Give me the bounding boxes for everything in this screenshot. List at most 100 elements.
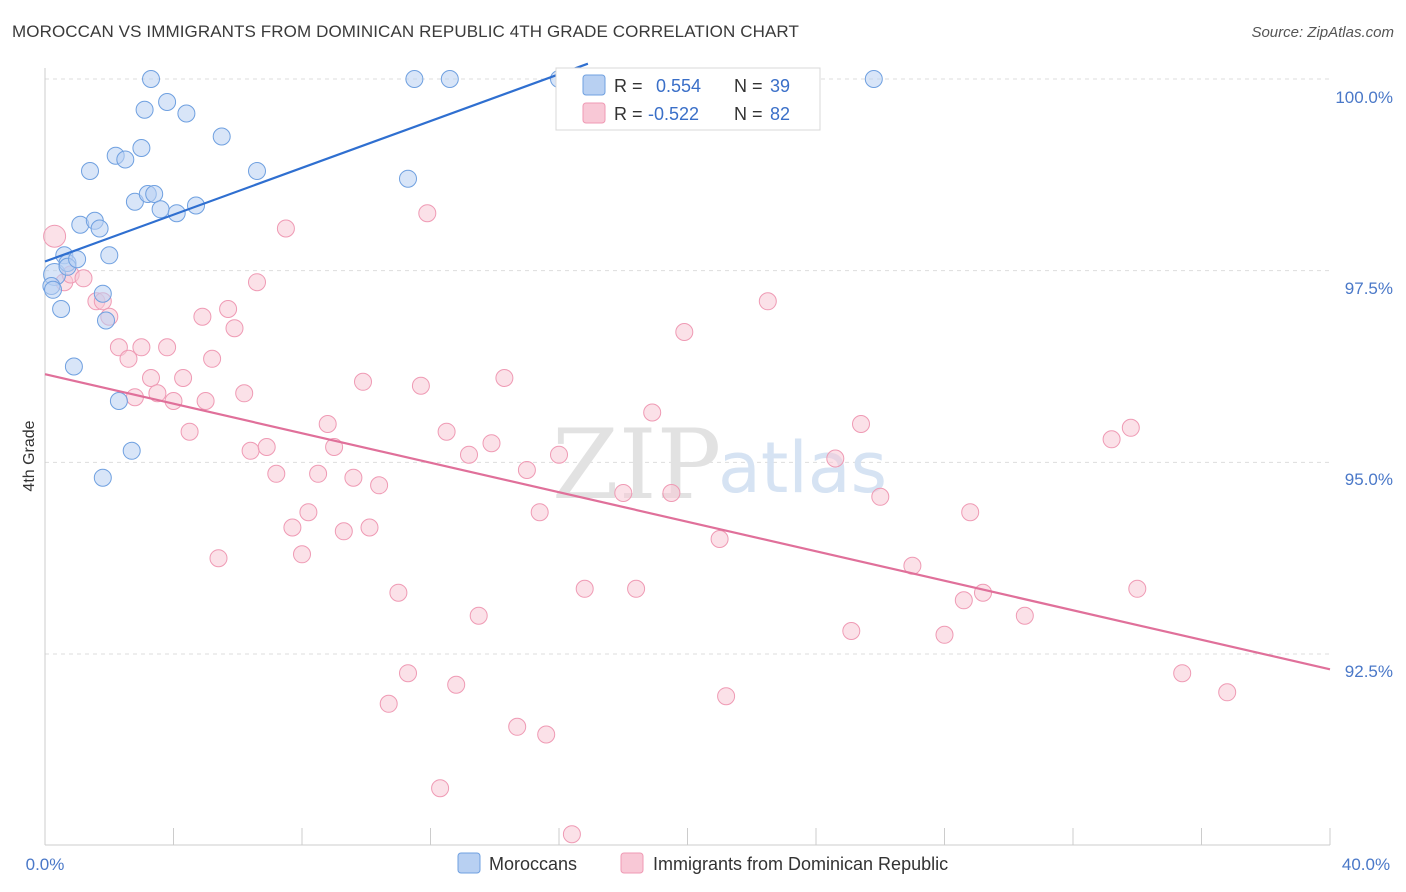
y-tick-label-95: 95.0%: [1345, 470, 1393, 489]
watermark-atlas: atlas: [718, 427, 887, 509]
point-dominican-68: [842, 622, 861, 640]
point-dominican-48: [460, 445, 478, 464]
point-dominican-17: [193, 307, 212, 326]
point-dominican-38: [360, 518, 379, 537]
point-moroccans-22: [135, 100, 154, 119]
point-dominican-78: [1121, 418, 1140, 437]
watermark-zip: ZIP: [552, 409, 721, 521]
point-moroccans-25: [145, 185, 164, 203]
point-dominican-22: [225, 319, 244, 338]
point-dominican-54: [530, 503, 549, 522]
stats-n-value-dominican: 82: [770, 104, 790, 124]
point-moroccans-34: [399, 169, 417, 188]
point-moroccans-2: [44, 280, 62, 299]
x-axis-ticks: [44, 828, 1331, 845]
point-dominican-61: [643, 403, 662, 422]
point-dominican-67: [826, 449, 845, 468]
y-axis-title: 4th Grade: [21, 420, 38, 491]
point-dominican-76: [1015, 606, 1034, 625]
point-moroccans-15: [100, 246, 119, 265]
point-dominican-11: [142, 369, 160, 387]
point-dominican-49: [469, 606, 488, 625]
point-moroccans-10: [81, 162, 99, 180]
point-dominican-70: [871, 487, 890, 506]
point-dominican-20: [209, 549, 228, 568]
trendlines: [44, 62, 1331, 671]
point-dominican-58: [575, 579, 594, 598]
point-dominican-79: [1128, 579, 1147, 598]
point-moroccans-17: [109, 392, 128, 410]
stats-r-label-moroccans: R =: [614, 76, 643, 96]
point-dominican-77: [1102, 430, 1121, 449]
point-dominican-16: [180, 422, 199, 441]
point-dominican-55: [537, 725, 556, 744]
point-moroccans-36: [440, 70, 459, 88]
point-dominican-24: [241, 441, 260, 460]
point-dominican-41: [389, 583, 408, 602]
stats-swatch-moroccans: [582, 74, 606, 96]
point-dominican-43: [411, 376, 430, 395]
point-dominican-42: [399, 664, 417, 683]
point-dominican-36: [344, 468, 363, 487]
point-dominican-72: [935, 625, 954, 644]
point-dominican-81: [1218, 683, 1237, 702]
stats-r-label-dominican: R =: [614, 104, 643, 124]
point-dominican-26: [257, 438, 276, 456]
point-moroccans-14: [97, 311, 115, 330]
point-dominican-7: [109, 338, 128, 357]
point-dominican-80: [1173, 664, 1192, 683]
point-dominican-60: [627, 579, 646, 598]
point-dominican-52: [508, 717, 527, 736]
point-dominican-39: [370, 476, 389, 495]
point-dominican-75: [974, 583, 992, 602]
point-dominican-23: [235, 384, 254, 403]
point-dominican-21: [219, 300, 238, 318]
legend-label-moroccans: Moroccans: [489, 854, 577, 874]
point-dominican-66: [758, 292, 777, 311]
point-moroccans-32: [248, 162, 266, 180]
point-dominican-74: [961, 503, 980, 522]
point-dominican-64: [710, 530, 729, 548]
x-tick-label-max: 40.0%: [1342, 855, 1390, 874]
point-moroccans-3: [52, 300, 71, 318]
point-dominican-19: [203, 349, 222, 368]
point-dominican-32: [309, 464, 328, 483]
point-dominican-8: [119, 349, 138, 368]
point-moroccans-29: [177, 104, 196, 123]
legend-swatch-moroccans: [457, 852, 481, 874]
point-dominican-10: [132, 338, 151, 357]
point-dominican-25: [248, 273, 266, 292]
y-tick-label-97-5: 97.5%: [1345, 279, 1393, 298]
stats-r-value-moroccans: 0.554: [656, 76, 701, 96]
point-dominican-46: [437, 422, 456, 441]
y-axis: 100.0% 97.5% 95.0% 92.5% 4th Grade: [21, 68, 1393, 845]
point-dominican-33: [318, 415, 337, 433]
point-dominican-65: [717, 687, 736, 706]
point-moroccans-35: [405, 70, 424, 88]
source-credit: Source: ZipAtlas.com: [1251, 24, 1394, 41]
point-moroccans-8: [68, 250, 87, 269]
point-dominican-35: [334, 522, 353, 541]
point-dominican-13: [158, 338, 177, 357]
point-dominican-29: [283, 518, 302, 537]
watermark: ZIP atlas: [552, 409, 887, 521]
legend: Moroccans Immigrants from Dominican Repu…: [457, 852, 948, 874]
stats-box: R = 0.554 N = 39 R = -0.522 N = 82: [555, 67, 821, 131]
point-dominican-44: [418, 204, 437, 223]
point-moroccans-24: [142, 70, 160, 88]
legend-label-dominican: Immigrants from Dominican Republic: [653, 854, 948, 874]
point-dominican-37: [354, 372, 372, 391]
point-dominican-30: [293, 545, 311, 564]
y-tick-label-92-5: 92.5%: [1345, 662, 1393, 681]
trendline-moroccans: [44, 62, 589, 263]
point-moroccans-31: [212, 127, 231, 146]
y-tick-label-100: 100.0%: [1335, 88, 1393, 107]
gridlines: [45, 78, 1330, 655]
x-tick-label-min: 0.0%: [26, 855, 65, 874]
point-dominican-45: [431, 779, 450, 798]
legend-swatch-dominican: [620, 852, 644, 874]
point-dominican-50: [482, 434, 501, 453]
point-moroccans-7: [64, 357, 83, 376]
point-dominican-62: [662, 484, 681, 502]
point-dominican-3: [74, 269, 93, 288]
